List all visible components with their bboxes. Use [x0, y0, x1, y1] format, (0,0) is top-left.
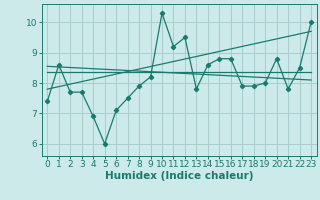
X-axis label: Humidex (Indice chaleur): Humidex (Indice chaleur) [105, 171, 253, 181]
